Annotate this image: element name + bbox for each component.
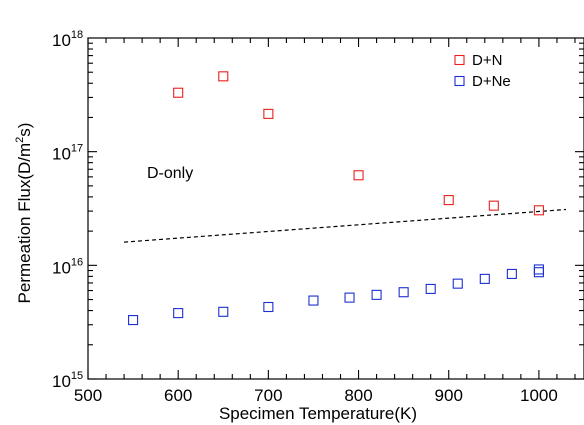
y-tick-label-base: 10	[52, 31, 71, 50]
point-d-ne	[425, 283, 436, 294]
x-tick-label: 600	[164, 386, 192, 405]
x-axis-title: Specimen Temperature(K)	[219, 404, 417, 423]
point-d-ne	[452, 278, 463, 289]
y-axis-title-main: Permeation Flux(D/m	[15, 143, 34, 304]
x-tick-label: 1000	[520, 386, 558, 405]
legend-label-d-ne: D+Ne	[472, 73, 511, 90]
point-d-ne	[533, 264, 544, 275]
point-d-n	[218, 71, 229, 82]
point-d-n	[533, 205, 544, 216]
point-d-ne	[371, 289, 382, 300]
y-tick-label-base: 10	[52, 258, 71, 277]
axis-ticks	[87, 38, 584, 380]
point-d-ne	[344, 292, 355, 303]
point-d-ne	[506, 268, 517, 279]
y-axis-title-end: s)	[15, 123, 34, 137]
x-tick-label: 500	[74, 386, 102, 405]
point-d-ne	[263, 301, 274, 313]
y-tick-label-exponent: 15	[71, 370, 83, 382]
y-tick-label: 1015	[52, 370, 83, 391]
point-d-n	[263, 108, 274, 119]
x-tick-label: 900	[435, 386, 463, 405]
point-d-ne	[533, 267, 544, 278]
data-markers	[128, 71, 544, 326]
y-tick-label-base: 10	[52, 372, 71, 391]
y-axis-title-superscript: 2	[14, 137, 26, 143]
y-tick-label-exponent: 17	[71, 143, 83, 155]
plot-frame	[87, 37, 584, 380]
point-d-ne	[308, 295, 319, 306]
y-axis-title: Permeation Flux(D/m2s)	[14, 123, 34, 304]
point-d-ne	[398, 287, 409, 298]
point-d-ne	[173, 308, 184, 319]
legend-marker-d-n	[454, 54, 465, 66]
legend: D+N D+Ne	[454, 52, 511, 90]
x-tick-label: 700	[254, 386, 282, 405]
y-tick-label: 1017	[52, 143, 83, 164]
point-d-ne	[128, 315, 139, 326]
point-d-n	[443, 195, 454, 206]
y-tick-label-exponent: 18	[71, 29, 83, 41]
d-only-label: D-only	[147, 165, 193, 182]
point-d-n	[353, 170, 364, 181]
point-d-ne	[479, 273, 490, 284]
d-only-reference-line	[124, 208, 567, 243]
y-tick-label-base: 10	[52, 145, 71, 164]
x-tick-label: 800	[344, 386, 372, 405]
point-d-n	[173, 87, 184, 98]
y-tick-label-exponent: 16	[71, 256, 83, 268]
point-d-ne	[218, 306, 229, 317]
y-tick-label: 1018	[52, 29, 83, 50]
legend-label-d-n: D+N	[472, 52, 502, 69]
point-d-n	[488, 200, 499, 211]
legend-marker-d-ne	[454, 75, 465, 87]
y-tick-label: 1016	[52, 256, 83, 277]
